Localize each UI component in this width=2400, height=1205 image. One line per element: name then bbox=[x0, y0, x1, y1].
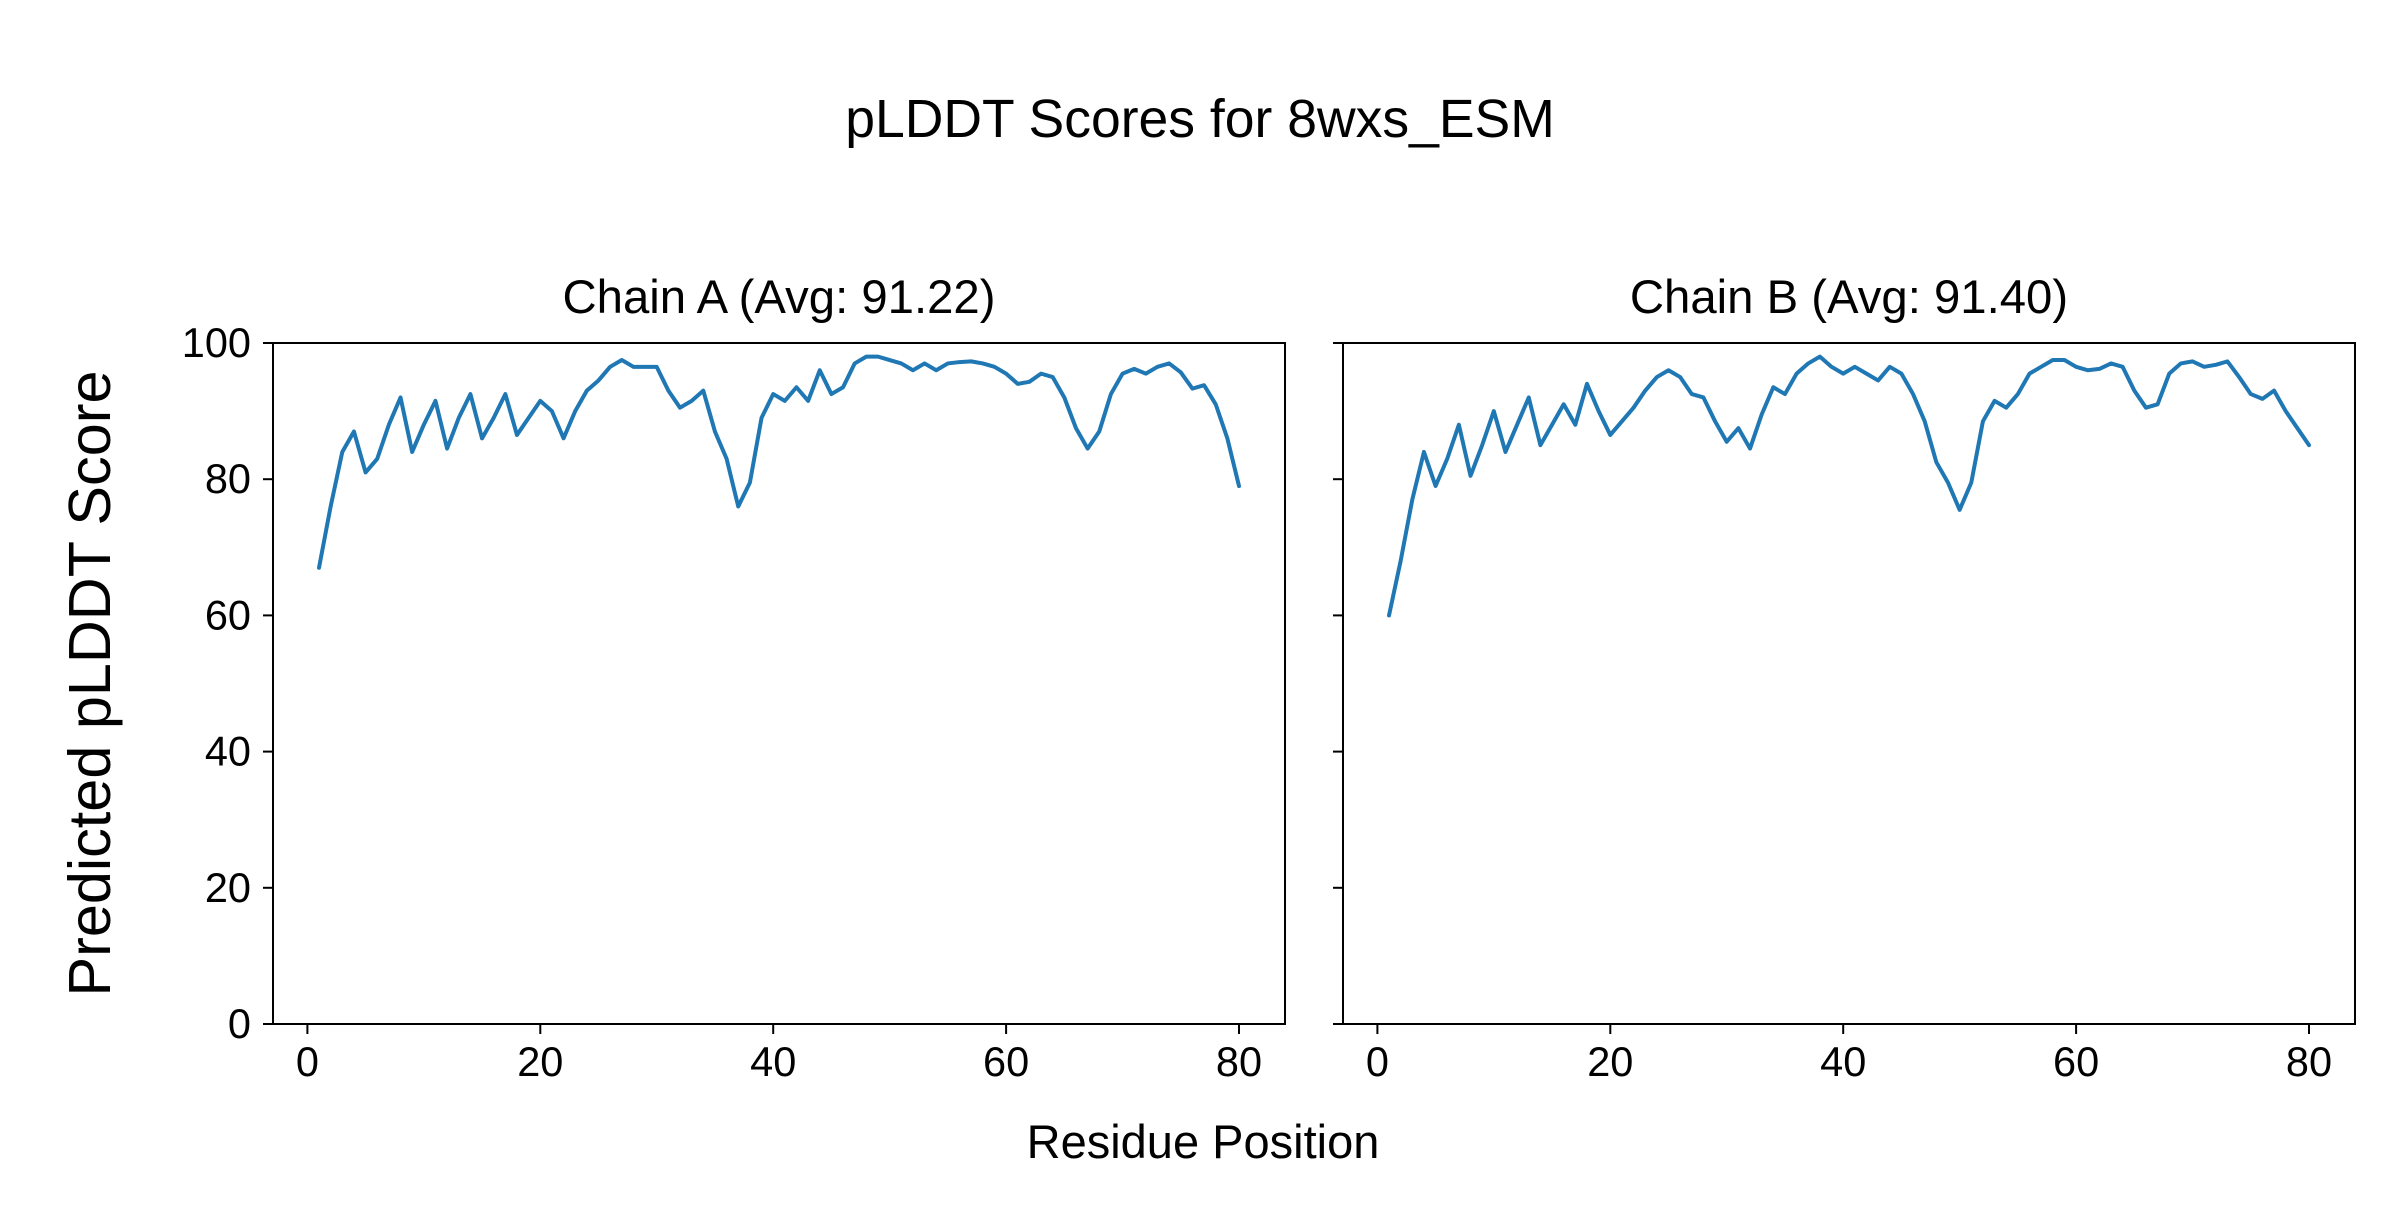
svg-text:80: 80 bbox=[1216, 1038, 1262, 1085]
svg-text:60: 60 bbox=[2053, 1038, 2099, 1085]
svg-text:0: 0 bbox=[228, 1000, 251, 1047]
svg-text:pLDDT Scores for 8wxs_ESM: pLDDT Scores for 8wxs_ESM bbox=[845, 90, 1555, 149]
svg-text:40: 40 bbox=[750, 1038, 796, 1085]
svg-text:20: 20 bbox=[1587, 1038, 1633, 1085]
svg-text:100: 100 bbox=[182, 319, 251, 366]
svg-text:20: 20 bbox=[517, 1038, 563, 1085]
svg-text:80: 80 bbox=[2286, 1038, 2332, 1085]
svg-text:60: 60 bbox=[205, 591, 251, 638]
svg-text:0: 0 bbox=[1366, 1038, 1389, 1085]
svg-text:Chain B (Avg: 91.40): Chain B (Avg: 91.40) bbox=[1630, 271, 2068, 324]
svg-text:60: 60 bbox=[983, 1038, 1029, 1085]
svg-text:80: 80 bbox=[205, 455, 251, 502]
svg-text:40: 40 bbox=[1820, 1038, 1866, 1085]
svg-text:Chain A (Avg: 91.22): Chain A (Avg: 91.22) bbox=[563, 271, 996, 324]
svg-text:Residue Position: Residue Position bbox=[1027, 1115, 1380, 1168]
svg-text:Predicted pLDDT Score: Predicted pLDDT Score bbox=[56, 370, 123, 996]
svg-text:0: 0 bbox=[296, 1038, 319, 1085]
svg-text:40: 40 bbox=[205, 728, 251, 775]
svg-text:20: 20 bbox=[205, 864, 251, 911]
